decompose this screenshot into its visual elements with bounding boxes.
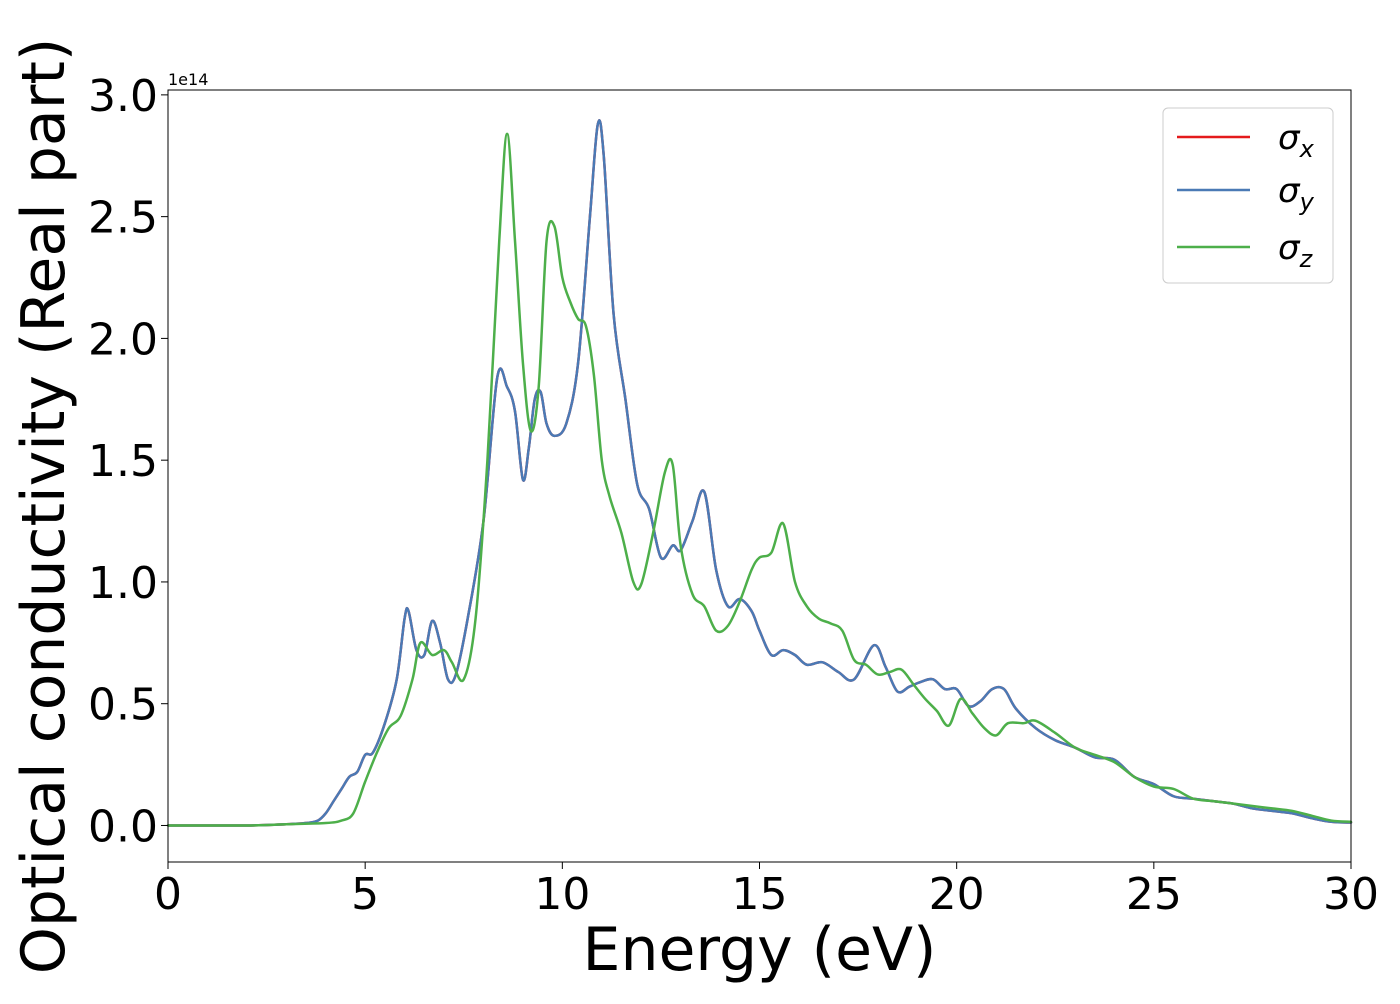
legend-label-y: σy <box>1278 171 1315 216</box>
y-tick-label: 1.0 <box>88 558 158 609</box>
legend-symbol: σ <box>1278 118 1301 158</box>
y-tick-label: 3.0 <box>88 71 158 122</box>
legend-subscript: x <box>1299 135 1315 163</box>
y-tick-label: 0.0 <box>88 801 158 852</box>
legend-label-x: σx <box>1278 118 1315 163</box>
x-axis-title: Energy (eV) <box>583 915 937 985</box>
series-layer <box>166 119 1353 827</box>
legend-symbol: σ <box>1278 228 1301 268</box>
x-axis: 0 5 10 15 20 25 30 <box>154 862 1379 920</box>
legend-box <box>1162 107 1334 284</box>
x-tick-label: 25 <box>1126 869 1182 920</box>
x-tick-label: 0 <box>154 869 182 920</box>
x-tick-label: 20 <box>929 869 985 920</box>
x-tick-label: 15 <box>732 869 788 920</box>
legend-label-z: σz <box>1278 228 1314 273</box>
legend-symbol: σ <box>1278 171 1301 211</box>
y-tick-label: 2.0 <box>88 314 158 365</box>
y-axis-title: Optical conductivity (Real part) <box>9 38 79 975</box>
y-axis: 0.0 0.5 1.0 1.5 2.0 2.5 3.0 <box>88 71 168 852</box>
legend-subscript: z <box>1299 245 1314 273</box>
y-tick-label: 2.5 <box>88 193 158 244</box>
x-tick-label: 5 <box>351 869 379 920</box>
legend-subscript: y <box>1299 188 1315 216</box>
x-tick-label: 30 <box>1323 869 1379 920</box>
y-tick-label: 0.5 <box>88 680 158 731</box>
series-line-z <box>166 132 1353 827</box>
x-tick-label: 10 <box>534 869 590 920</box>
y-axis-offset-text: 1e14 <box>168 70 208 89</box>
y-tick-label: 1.5 <box>88 436 158 487</box>
series-line-y <box>166 119 1353 827</box>
